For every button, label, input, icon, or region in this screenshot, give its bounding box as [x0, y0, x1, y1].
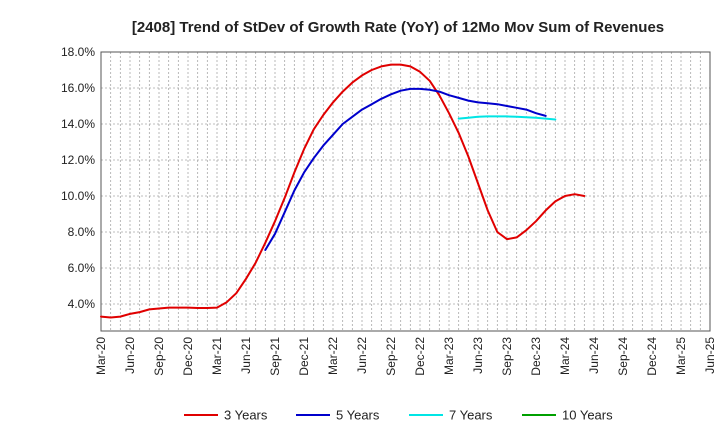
- x-tick-label: Jun-20: [123, 337, 137, 374]
- y-axis: 4.0% 6.0% 8.0% 10.0% 12.0% 14.0% 16.0% 18.0%: [61, 45, 95, 311]
- plot-border: [100, 51, 711, 332]
- series-layer: [100, 63, 586, 319]
- x-tick-label: Mar-24: [558, 337, 572, 375]
- plot-background: [101, 52, 710, 331]
- x-tick-label: Mar-21: [210, 337, 224, 375]
- legend-label: 10 Years: [562, 408, 613, 423]
- x-tick-label: Dec-23: [529, 337, 543, 376]
- x-tick-label: Sep-21: [268, 337, 282, 376]
- x-tick-label: Dec-24: [645, 337, 659, 376]
- x-tick-label: Sep-24: [616, 337, 630, 376]
- x-tick-label: Dec-22: [413, 337, 427, 376]
- series-line-7-years: [457, 115, 557, 121]
- x-tick-label: Jun-25: [703, 337, 717, 374]
- legend-item-7-years: 7 Years: [409, 408, 493, 423]
- x-axis: Mar-20 Jun-20 Sep-20 Dec-20 Mar-21 Jun-21 Sep-…: [94, 337, 717, 376]
- legend-item-10-years: 10 Years: [522, 408, 613, 423]
- y-tick-label: 12.0%: [61, 153, 95, 167]
- x-tick-label: Jun-24: [587, 337, 601, 374]
- legend-item-5-years: 5 Years: [296, 408, 380, 423]
- y-tick-label: 8.0%: [68, 225, 96, 239]
- x-tick-label: Dec-20: [181, 337, 195, 376]
- x-tick-label: Mar-25: [674, 337, 688, 375]
- x-tick-label: Sep-22: [384, 337, 398, 376]
- y-tick-label: 18.0%: [61, 45, 95, 59]
- x-tick-label: Jun-22: [355, 337, 369, 374]
- y-tick-label: 6.0%: [68, 261, 96, 275]
- x-tick-label: Mar-23: [442, 337, 456, 375]
- series-line-5-years: [264, 87, 547, 251]
- legend-label: 7 Years: [449, 408, 493, 423]
- legend: 3 Years 5 Years 7 Years 10 Years: [184, 408, 613, 423]
- x-tick-label: Jun-23: [471, 337, 485, 374]
- legend-item-3-years: 3 Years: [184, 408, 268, 423]
- plot-area: [100, 51, 711, 332]
- x-tick-label: Dec-21: [297, 337, 311, 376]
- x-tick-label: Jun-21: [239, 337, 253, 374]
- legend-label: 5 Years: [336, 408, 380, 423]
- y-tick-label: 14.0%: [61, 117, 95, 131]
- legend-label: 3 Years: [224, 408, 268, 423]
- y-tick-label: 10.0%: [61, 189, 95, 203]
- x-tick-label: Mar-22: [326, 337, 340, 375]
- y-tick-label: 16.0%: [61, 81, 95, 95]
- x-tick-label: Mar-20: [94, 337, 108, 375]
- y-tick-label: 4.0%: [68, 297, 96, 311]
- series-line-3-years: [100, 63, 586, 319]
- x-tick-label: Sep-20: [152, 337, 166, 376]
- chart-title: [2408] Trend of StDev of Growth Rate (Yo…: [132, 19, 664, 36]
- x-tick-label: Sep-23: [500, 337, 514, 376]
